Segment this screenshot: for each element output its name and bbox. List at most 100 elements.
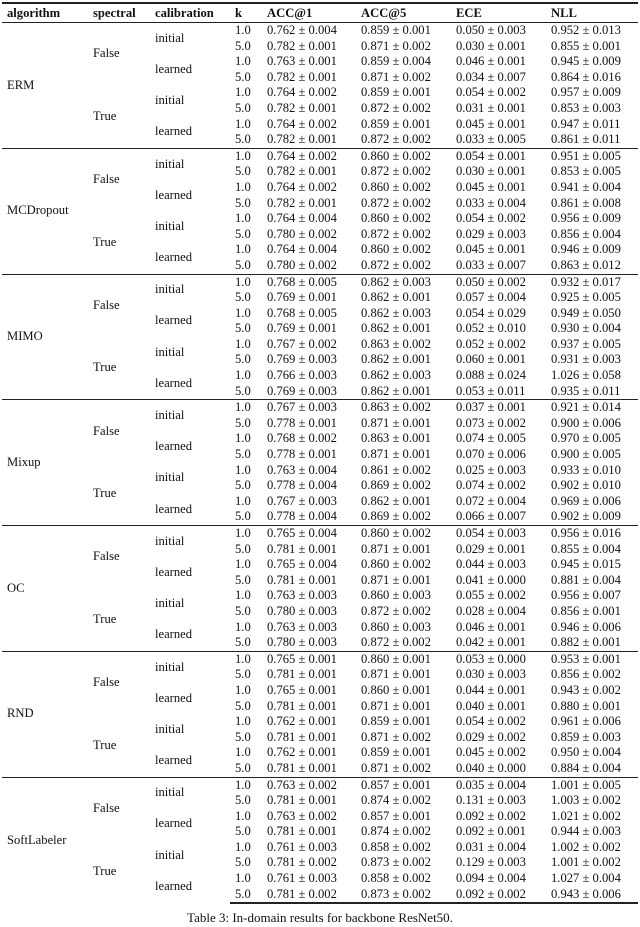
calibration-cell: initial bbox=[150, 273, 230, 306]
nll-cell: 0.863 ± 0.012 bbox=[551, 257, 621, 272]
calibration-cell: learned bbox=[155, 501, 193, 516]
ece-cell: 0.046 ± 0.001 bbox=[456, 619, 526, 634]
k-cell: 5.0 bbox=[235, 38, 251, 53]
acc5-cell: 0.860 ± 0.002 bbox=[361, 557, 431, 572]
algorithm-cell: RND bbox=[2, 650, 88, 777]
table-row: 5.0 0.769 ± 0.003 0.862 ± 0.001 0.053 ± 0.0… bbox=[2, 384, 638, 400]
acc5-cell: 0.860 ± 0.002 bbox=[361, 211, 431, 226]
acc5-cell: 0.859 ± 0.001 bbox=[361, 85, 431, 100]
calibration-cell: initial bbox=[155, 596, 185, 611]
ece-cell: 0.088 ± 0.024 bbox=[456, 368, 526, 383]
k-cell: 5.0 bbox=[235, 572, 251, 587]
nll-cell: 0.941 ± 0.004 bbox=[551, 179, 621, 194]
spectral-cell: False bbox=[88, 273, 150, 337]
acc1-cell: 0.763 ± 0.003 bbox=[267, 588, 337, 603]
acc1-cell: 0.768 ± 0.005 bbox=[267, 305, 337, 320]
table-row: 5.0 0.782 ± 0.001 0.872 ± 0.002 0.030 ± 0.0… bbox=[2, 164, 638, 180]
calibration-cell: initial bbox=[150, 22, 230, 55]
acc5-cell: 0.862 ± 0.003 bbox=[361, 305, 431, 320]
nll-cell: 0.853 ± 0.003 bbox=[551, 100, 621, 115]
table-row: 5.0 0.780 ± 0.003 0.872 ± 0.002 0.042 ± 0.0… bbox=[2, 635, 638, 651]
acc1-cell: 0.782 ± 0.001 bbox=[267, 69, 337, 84]
column-header-k: k bbox=[230, 2, 262, 23]
acc5-cell: 0.873 ± 0.002 bbox=[356, 886, 451, 905]
spectral-cell: True bbox=[93, 234, 117, 249]
table-row: 5.0 0.781 ± 0.001 0.874 ± 0.002 0.092 ± 0.0… bbox=[2, 824, 638, 840]
acc5-cell: 0.861 ± 0.002 bbox=[361, 462, 431, 477]
table-row: ERM False initial 1.0 0.762 ± 0.004 0.859 ± 0… bbox=[2, 21, 638, 149]
results-table: algorithm spectral calibration k ACC@1 ACC@5 E… bbox=[2, 2, 638, 905]
table-row: 5.0 0.781 ± 0.002 0.873 ± 0.002 0.129 ± 0.0… bbox=[2, 855, 638, 871]
acc5-cell: 0.860 ± 0.002 bbox=[361, 179, 431, 194]
acc1-cell: 0.782 ± 0.001 bbox=[267, 195, 337, 210]
k-cell: 1.0 bbox=[230, 776, 262, 794]
acc5-cell: 0.860 ± 0.002 bbox=[356, 147, 451, 165]
table-row: 5.0 0.782 ± 0.001 0.872 ± 0.002 0.031 ± 0.0… bbox=[2, 101, 638, 117]
k-cell: 5.0 bbox=[235, 541, 251, 556]
column-header-acc1: ACC@1 bbox=[262, 2, 356, 23]
ece-cell: 0.074 ± 0.002 bbox=[456, 478, 526, 493]
k-cell: 1.0 bbox=[235, 462, 251, 477]
header-row: algorithm spectral calibration k ACC@1 ACC@5 E… bbox=[2, 2, 638, 23]
acc5-cell: 0.862 ± 0.003 bbox=[361, 368, 431, 383]
k-cell: 5.0 bbox=[235, 383, 251, 398]
calibration-cell: initial bbox=[155, 721, 185, 736]
k-cell: 5.0 bbox=[235, 415, 251, 430]
nll-cell: 0.946 ± 0.009 bbox=[551, 242, 621, 257]
acc1-cell: 0.778 ± 0.001 bbox=[267, 447, 337, 462]
calibration-cell: learned bbox=[155, 753, 193, 768]
ece-cell: 0.035 ± 0.004 bbox=[451, 776, 546, 794]
ece-cell: 0.054 ± 0.001 bbox=[451, 147, 546, 165]
acc5-cell: 0.871 ± 0.001 bbox=[361, 447, 431, 462]
k-cell: 1.0 bbox=[235, 85, 251, 100]
k-cell: 5.0 bbox=[235, 132, 251, 147]
nll-cell: 1.027 ± 0.004 bbox=[551, 871, 621, 886]
table-row: 5.0 0.781 ± 0.001 0.871 ± 0.001 0.029 ± 0.0… bbox=[2, 542, 638, 558]
table-row: 5.0 0.782 ± 0.001 0.872 ± 0.002 0.033 ± 0.0… bbox=[2, 196, 638, 212]
acc5-cell: 0.863 ± 0.002 bbox=[356, 399, 451, 416]
nll-cell: 0.902 ± 0.009 bbox=[551, 509, 621, 524]
spectral-cell: False bbox=[88, 22, 150, 86]
acc5-cell: 0.872 ± 0.002 bbox=[361, 164, 431, 179]
spectral-cell: True bbox=[93, 611, 117, 626]
table-row: learned 1.0 0.764 ± 0.002 0.859 ± 0.001 0.04… bbox=[2, 117, 638, 139]
k-cell: 1.0 bbox=[235, 557, 251, 572]
table-row: True initial 1.0 0.763 ± 0.004 0.861 ± 0.002… bbox=[2, 462, 638, 500]
k-cell: 1.0 bbox=[235, 242, 251, 257]
k-cell: 1.0 bbox=[235, 336, 251, 351]
algorithm-cell: Mixup bbox=[2, 399, 88, 526]
acc5-cell: 0.872 ± 0.002 bbox=[361, 226, 431, 241]
k-cell: 5.0 bbox=[235, 824, 251, 839]
nll-cell: 0.900 ± 0.006 bbox=[551, 415, 621, 430]
ece-cell: 0.055 ± 0.002 bbox=[456, 588, 526, 603]
k-cell: 1.0 bbox=[235, 588, 251, 603]
ece-cell: 0.054 ± 0.029 bbox=[456, 305, 526, 320]
acc5-cell: 0.859 ± 0.001 bbox=[361, 714, 431, 729]
calibration-cell: learned bbox=[155, 375, 193, 390]
acc1-cell: 0.780 ± 0.003 bbox=[267, 635, 337, 650]
ece-cell: 0.072 ± 0.004 bbox=[456, 493, 526, 508]
calibration-cell: initial bbox=[150, 776, 230, 809]
ece-cell: 0.092 ± 0.001 bbox=[456, 824, 526, 839]
table-row: learned 1.0 0.766 ± 0.003 0.862 ± 0.003 0.08… bbox=[2, 368, 638, 390]
acc1-cell: 0.763 ± 0.003 bbox=[267, 619, 337, 634]
acc1-cell: 0.763 ± 0.002 bbox=[262, 776, 356, 794]
acc1-cell: 0.782 ± 0.001 bbox=[267, 38, 337, 53]
acc1-cell: 0.769 ± 0.003 bbox=[267, 383, 337, 398]
ece-cell: 0.050 ± 0.003 bbox=[451, 21, 546, 39]
table-row: MCDropout False initial 1.0 0.764 ± 0.002 0.8… bbox=[2, 147, 638, 274]
acc1-cell: 0.781 ± 0.001 bbox=[267, 541, 337, 556]
acc5-cell: 0.873 ± 0.002 bbox=[361, 855, 431, 870]
spectral-cell: False bbox=[88, 147, 150, 212]
nll-cell: 0.945 ± 0.015 bbox=[551, 557, 621, 572]
nll-cell: 0.900 ± 0.005 bbox=[551, 447, 621, 462]
acc1-cell: 0.768 ± 0.002 bbox=[267, 431, 337, 446]
acc1-cell: 0.767 ± 0.002 bbox=[267, 336, 337, 351]
calibration-cell: learned bbox=[155, 61, 193, 76]
ece-cell: 0.045 ± 0.001 bbox=[456, 179, 526, 194]
calibration-cell: initial bbox=[150, 650, 230, 683]
spectral-cell: True bbox=[93, 360, 117, 375]
acc1-cell: 0.781 ± 0.001 bbox=[267, 760, 337, 775]
acc1-cell: 0.761 ± 0.003 bbox=[267, 839, 337, 854]
k-cell: 5.0 bbox=[235, 478, 251, 493]
